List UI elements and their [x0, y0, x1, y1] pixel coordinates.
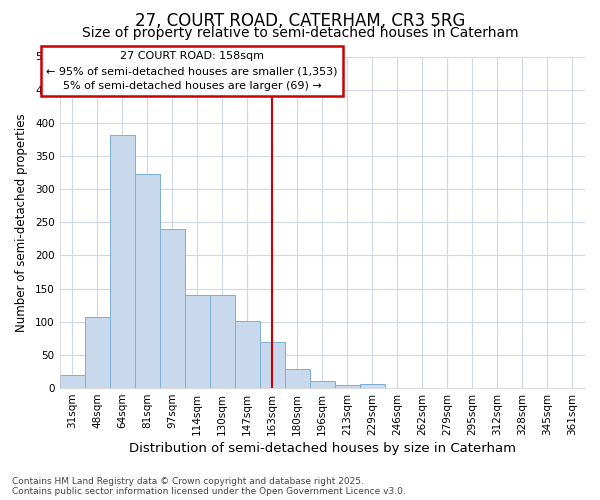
Bar: [235, 321, 260, 388]
Bar: [160, 229, 185, 388]
Text: Size of property relative to semi-detached houses in Caterham: Size of property relative to semi-detach…: [82, 26, 518, 40]
Bar: [134, 174, 160, 388]
X-axis label: Distribution of semi-detached houses by size in Caterham: Distribution of semi-detached houses by …: [129, 442, 516, 455]
Y-axis label: Number of semi-detached properties: Number of semi-detached properties: [15, 113, 28, 332]
Bar: [360, 384, 385, 388]
Bar: [59, 375, 85, 388]
Bar: [335, 385, 360, 388]
Bar: [185, 294, 209, 388]
Text: 27, COURT ROAD, CATERHAM, CR3 5RG: 27, COURT ROAD, CATERHAM, CR3 5RG: [135, 12, 465, 30]
Bar: [260, 342, 285, 388]
Bar: [209, 294, 235, 388]
Bar: [310, 382, 335, 388]
Text: Contains HM Land Registry data © Crown copyright and database right 2025.
Contai: Contains HM Land Registry data © Crown c…: [12, 476, 406, 496]
Text: 27 COURT ROAD: 158sqm
← 95% of semi-detached houses are smaller (1,353)
5% of se: 27 COURT ROAD: 158sqm ← 95% of semi-deta…: [46, 52, 338, 91]
Bar: [285, 369, 310, 388]
Bar: [85, 317, 110, 388]
Bar: [110, 136, 134, 388]
